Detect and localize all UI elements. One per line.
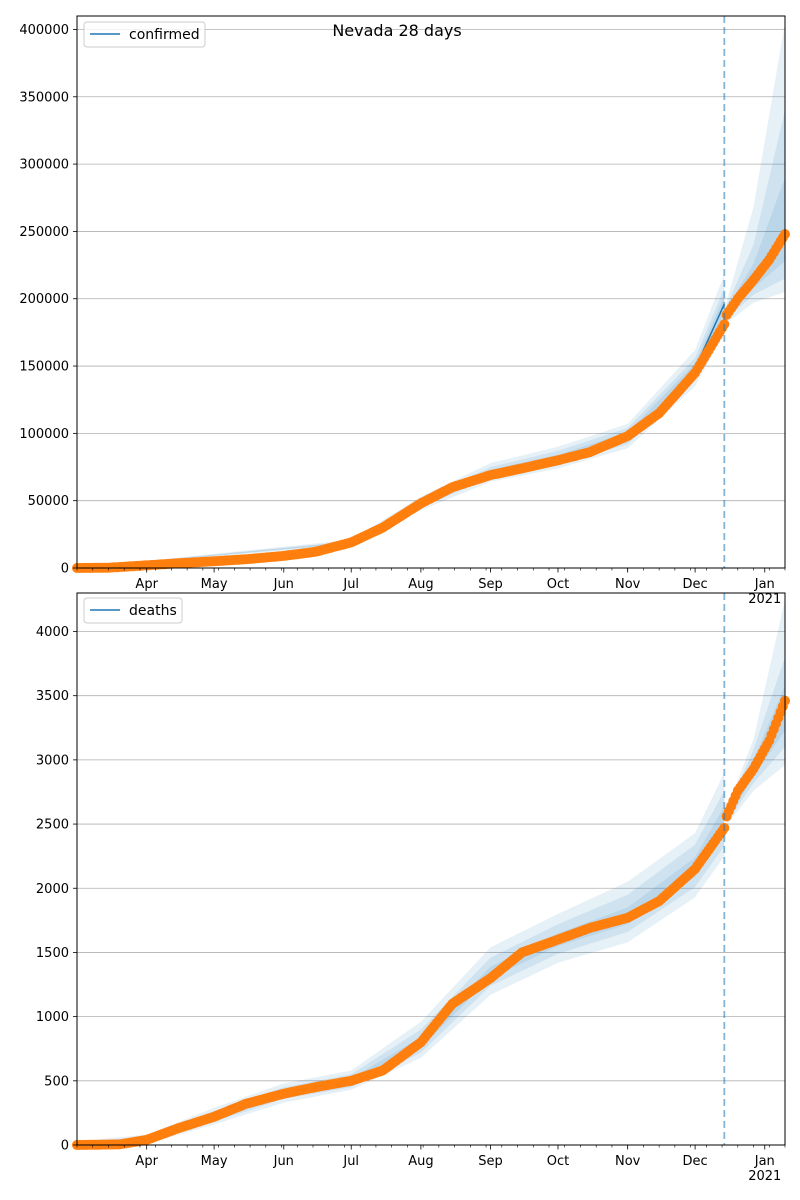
uncertainty-band [726, 110, 785, 319]
x-tick-label: Nov [615, 1154, 641, 1169]
x-tick-label: Oct [547, 1154, 569, 1169]
y-tick-label: 50000 [28, 494, 69, 509]
axes-frame [76, 15, 786, 569]
y-tick-label: 0 [61, 1139, 69, 1154]
x-tick-label: 2021 [748, 592, 781, 607]
confirmed-observed-points [72, 229, 790, 573]
x-tick-label: May [201, 577, 228, 592]
y-tick-label: 500 [44, 1074, 69, 1089]
x-tick-label: 2021 [748, 1169, 781, 1184]
deaths-axes [76, 592, 786, 1146]
uncertainty-band [726, 22, 785, 323]
x-tick-label: Jun [273, 1154, 294, 1169]
x-tick-label: Jul [342, 1154, 359, 1169]
axes-frame [76, 592, 786, 1146]
deaths-panel: 0 500 1000 1500 2000 2500 3000 3500 4000 Apr May J… [36, 592, 790, 1184]
y-tick-label: 100000 [19, 427, 69, 442]
x-tick-label: Apr [135, 577, 158, 592]
uncertainty-band [77, 274, 725, 568]
legend-label-confirmed: confirmed [129, 27, 200, 43]
deaths-legend: deaths [83, 597, 183, 624]
y-tick-label: 3500 [36, 689, 69, 704]
x-tick-label: Jan [754, 577, 775, 592]
y-tick-label: 2500 [36, 818, 69, 833]
y-tick-label: 1000 [36, 1010, 69, 1025]
y-tick-label: 400000 [19, 23, 69, 38]
y-tick-label: 2000 [36, 882, 69, 897]
x-tick-label: Dec [683, 577, 708, 592]
y-tick-label: 4000 [36, 625, 69, 640]
legend-label-deaths: deaths [129, 603, 177, 619]
x-tick-label: Aug [408, 1154, 433, 1169]
deaths-grid [77, 631, 785, 1146]
confirmed-y-ticks: 0 50000 100000 150000 200000 250000 300000 3500… [19, 23, 77, 577]
x-tick-label: Jan [754, 1154, 775, 1169]
y-tick-label: 3000 [36, 753, 69, 768]
legend-box [83, 21, 206, 48]
x-tick-label: Jul [342, 577, 359, 592]
x-tick-label: Jun [273, 577, 294, 592]
x-tick-label: Oct [547, 577, 569, 592]
y-tick-label: 200000 [19, 292, 69, 307]
x-tick-label: Aug [408, 577, 433, 592]
y-tick-label: 250000 [19, 225, 69, 240]
y-tick-label: 300000 [19, 158, 69, 173]
y-tick-label: 350000 [19, 90, 69, 105]
x-tick-label: Apr [135, 1154, 158, 1169]
deaths-y-ticks: 0 500 1000 1500 2000 2500 3000 3500 4000 [36, 625, 77, 1154]
y-tick-label: 0 [61, 562, 69, 577]
y-tick-label: 1500 [36, 946, 69, 961]
uncertainty-band [726, 599, 785, 826]
x-tick-label: Sep [478, 1154, 503, 1169]
chart-title: Nevada 28 days [332, 21, 461, 40]
legend-box [83, 597, 183, 624]
deaths-observed-points [72, 695, 790, 1150]
confirmed-panel: 0 50000 100000 150000 200000 250000 300000 3500… [19, 15, 790, 607]
x-tick-label: Sep [478, 577, 503, 592]
confirmed-legend: confirmed [83, 21, 206, 48]
y-tick-label: 150000 [19, 360, 69, 375]
x-tick-label: Nov [615, 577, 641, 592]
x-tick-label: May [201, 1154, 228, 1169]
confirmed-axes [76, 15, 786, 569]
x-tick-label: Dec [683, 1154, 708, 1169]
